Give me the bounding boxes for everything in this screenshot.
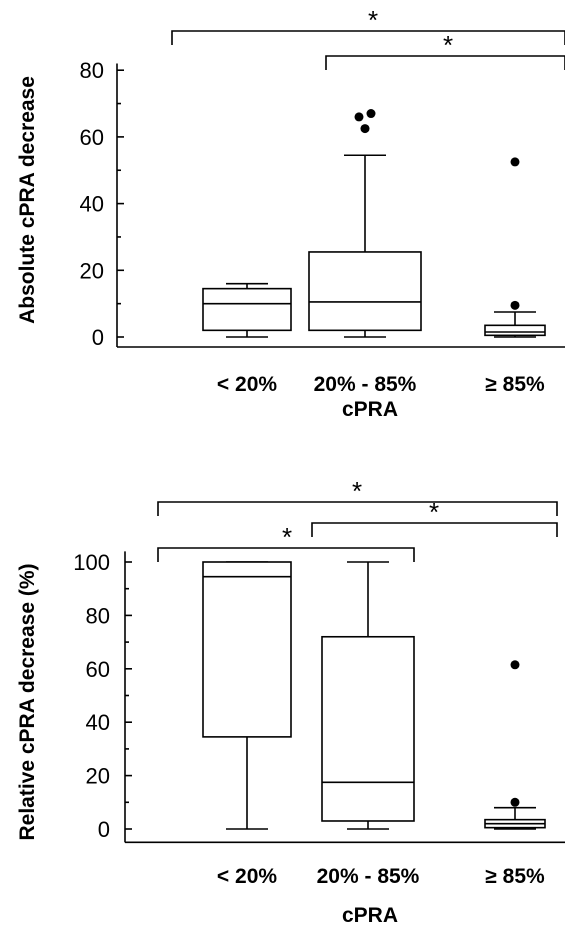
outlier-point bbox=[510, 797, 520, 807]
y-tick-label: 40 bbox=[80, 192, 104, 217]
box-0 bbox=[202, 561, 292, 830]
significance-star: * bbox=[352, 476, 362, 506]
outlier-point bbox=[360, 124, 370, 134]
outlier-point bbox=[510, 660, 520, 670]
box-1 bbox=[321, 561, 415, 830]
y-tick-label: 40 bbox=[86, 710, 110, 735]
outlier-point bbox=[366, 109, 376, 119]
y-tick-label: 20 bbox=[80, 258, 104, 283]
box-1 bbox=[308, 109, 422, 338]
x-category-label: < 20% bbox=[217, 865, 277, 888]
y-tick-label: 60 bbox=[80, 125, 104, 150]
relative-decrease-chart: Relative cPRA decrease (%) cPRA 0 20 40 60 8… bbox=[16, 476, 565, 927]
significance-bracket bbox=[157, 501, 558, 516]
iqr-box bbox=[202, 561, 292, 738]
y-tick-label: 80 bbox=[80, 58, 104, 83]
x-category-label: 20% - 85% bbox=[314, 373, 417, 396]
y-tick-label: 100 bbox=[73, 550, 110, 575]
y-tick-label: 80 bbox=[86, 603, 110, 628]
x-axis-title-absolute: cPRA bbox=[342, 398, 398, 421]
y-axis-title-relative: Relative cPRA decrease (%) bbox=[16, 563, 39, 840]
significance-star: * bbox=[368, 5, 378, 35]
x-category-label: < 20% bbox=[217, 373, 277, 396]
y-tick-label: 0 bbox=[92, 325, 104, 350]
y-tick-label: 60 bbox=[86, 657, 110, 682]
iqr-box bbox=[484, 324, 546, 337]
box-0 bbox=[202, 282, 292, 338]
iqr-box bbox=[308, 251, 422, 332]
box-2 bbox=[484, 157, 546, 338]
significance-bracket bbox=[157, 547, 415, 562]
significance-bracket bbox=[171, 30, 565, 45]
outlier-point bbox=[510, 157, 520, 167]
significance-star: * bbox=[282, 522, 292, 552]
y-tick-label: 20 bbox=[86, 764, 110, 789]
y-tick-label: 0 bbox=[98, 817, 110, 842]
outlier-point bbox=[510, 300, 520, 310]
significance-bracket bbox=[311, 522, 558, 537]
iqr-box bbox=[321, 635, 415, 822]
absolute-decrease-chart: Absolute cPRA decrease cPRA 0 20 40 60 80 < 2… bbox=[16, 5, 565, 421]
box-2 bbox=[484, 660, 546, 830]
outlier-point bbox=[354, 112, 364, 122]
x-category-label: ≥ 85% bbox=[485, 865, 545, 888]
significance-star: * bbox=[443, 30, 453, 60]
significance-star: * bbox=[429, 497, 439, 527]
y-axis-title-absolute: Absolute cPRA decrease bbox=[16, 76, 39, 324]
iqr-box bbox=[202, 287, 292, 332]
x-category-label: ≥ 85% bbox=[485, 373, 545, 396]
x-axis-title-relative: cPRA bbox=[342, 904, 398, 927]
x-category-label: 20% - 85% bbox=[317, 865, 420, 888]
significance-bracket bbox=[325, 55, 565, 70]
